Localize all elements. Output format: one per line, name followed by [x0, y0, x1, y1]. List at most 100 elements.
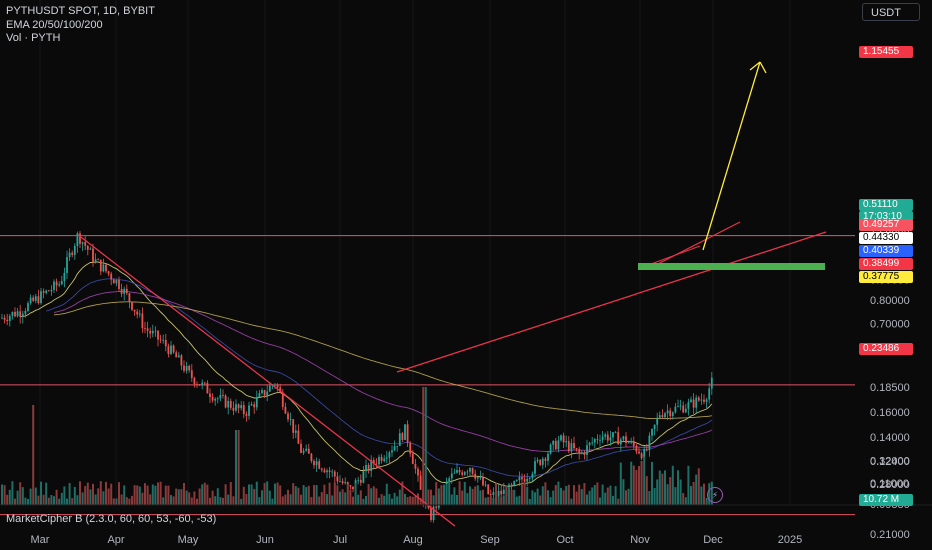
- candle-body: [45, 290, 48, 293]
- volume-bar: [445, 484, 448, 505]
- candle-body: [695, 397, 698, 408]
- candle-body: [586, 445, 588, 455]
- volume-bar: [73, 486, 76, 505]
- x-axis-tick: Jul: [333, 534, 347, 546]
- volume-bar: [146, 485, 149, 505]
- y-axis-tick: 0.70000: [870, 318, 910, 330]
- volume-bar: [170, 495, 172, 505]
- volume-bar: [367, 484, 370, 505]
- candle-body: [409, 442, 412, 454]
- volume-bar: [118, 482, 120, 505]
- x-axis-tick: Mar: [31, 534, 50, 546]
- volume-bar: [697, 468, 700, 505]
- volume-bar: [86, 482, 89, 505]
- candle-body: [157, 330, 159, 340]
- volume-bar: [50, 495, 53, 505]
- currency-button[interactable]: USDT: [862, 3, 920, 21]
- candle-body: [240, 405, 243, 409]
- candle-body: [248, 405, 250, 416]
- volume-bar: [645, 476, 648, 505]
- candle-body: [242, 405, 245, 415]
- candle-body: [510, 484, 513, 486]
- candle-body: [513, 481, 516, 486]
- ema-legend[interactable]: EMA 20/50/100/200: [6, 19, 103, 31]
- candle-body: [661, 415, 664, 418]
- candle-body: [211, 396, 214, 401]
- x-axis-tick: 2025: [778, 534, 802, 546]
- volume-bar: [63, 486, 66, 505]
- candle-body: [391, 450, 393, 453]
- lightning-icon[interactable]: ⚡: [707, 487, 723, 503]
- volume-bar: [190, 497, 193, 505]
- volume-bar: [305, 487, 308, 505]
- indicator-legend[interactable]: MarketCipher B (2.3.0, 60, 60, 53, -60, …: [6, 513, 217, 525]
- candle-body: [133, 309, 136, 312]
- candle-body: [599, 439, 601, 441]
- candle-body: [237, 404, 240, 409]
- volume-bar: [664, 470, 666, 505]
- candle-body: [274, 384, 276, 386]
- candle-body: [638, 451, 640, 454]
- x-axis-tick: Nov: [630, 534, 650, 546]
- candle-body: [320, 468, 323, 470]
- volume-bar: [268, 490, 271, 505]
- volume-bar: [209, 497, 211, 505]
- candle-body: [388, 452, 391, 458]
- volume-bar: [40, 481, 42, 505]
- volume-bar: [37, 495, 40, 505]
- candle-body: [250, 404, 253, 406]
- volume-bar: [66, 498, 68, 505]
- volume-bar: [344, 492, 347, 505]
- candle-body: [406, 424, 409, 443]
- candle-body: [604, 434, 607, 437]
- volume-legend[interactable]: Vol · PYTH: [6, 32, 61, 44]
- candle-body: [167, 346, 170, 355]
- volume-bar: [393, 492, 396, 505]
- candle-body: [146, 328, 149, 331]
- volume-bar: [313, 485, 315, 505]
- candle-body: [214, 398, 217, 401]
- volume-bar: [640, 461, 643, 505]
- volume-bar: [6, 494, 9, 505]
- downtrend-line: [77, 234, 456, 527]
- candle-body: [276, 384, 279, 388]
- candle-body: [557, 440, 560, 450]
- volume-bar: [105, 481, 107, 505]
- volume-bar: [287, 489, 289, 505]
- candle-body: [27, 303, 29, 312]
- candle-body: [8, 315, 11, 321]
- volume-bar: [638, 466, 640, 505]
- candle-body: [609, 437, 612, 441]
- candle-body: [115, 279, 118, 284]
- volume-bar: [549, 497, 552, 505]
- candle-body: [435, 506, 438, 508]
- candle-body: [151, 331, 154, 334]
- candle-body: [149, 330, 152, 334]
- volume-bar: [417, 493, 419, 505]
- candle-body: [593, 439, 596, 443]
- volume-bar: [289, 494, 292, 505]
- volume-bar: [1, 484, 3, 505]
- candle-body: [643, 448, 646, 459]
- volume-bar: [570, 498, 573, 505]
- candle-body: [697, 397, 700, 401]
- volume-bar: [315, 485, 318, 505]
- ema-50-line: [46, 278, 713, 478]
- volume-bar: [188, 492, 191, 505]
- volume-bar: [591, 487, 594, 505]
- volume-bar: [606, 487, 609, 505]
- candle-body: [84, 242, 87, 246]
- volume-bar: [541, 486, 544, 505]
- candle-body: [411, 453, 414, 464]
- volume-bar: [461, 490, 464, 505]
- candle-body: [253, 404, 256, 408]
- candle-body: [664, 413, 666, 418]
- candle-body: [183, 365, 185, 371]
- volume-bar: [237, 430, 240, 505]
- symbol-legend[interactable]: PYTHUSDT SPOT, 1D, BYBIT: [6, 5, 155, 17]
- candle-body: [479, 477, 482, 479]
- candle-body: [622, 436, 625, 440]
- volume-bar: [557, 481, 560, 505]
- candle-body: [110, 273, 113, 280]
